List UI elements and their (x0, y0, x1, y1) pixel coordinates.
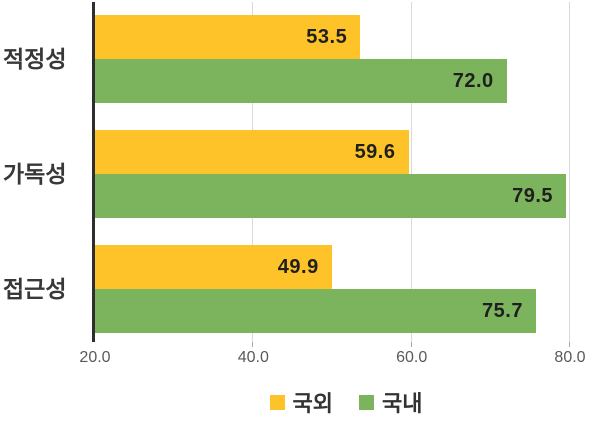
x-tick-mark (410, 342, 412, 347)
category-label: 가독성 (3, 161, 67, 187)
category-label: 접근성 (3, 276, 67, 302)
bar-series-0-category-2: 49.9 (95, 245, 332, 289)
bar-series-0-category-1: 59.6 (95, 130, 409, 174)
bar-series-1-category-0: 72.0 (95, 59, 507, 103)
bar-value-label: 49.9 (277, 255, 319, 278)
legend-label: 국외 (292, 391, 333, 416)
plot-area: 53.5 72.0 59.6 79.5 49.9 75.7 (92, 2, 570, 342)
x-tick-label: 80.0 (554, 349, 586, 366)
legend-item-0: 국외 (269, 386, 333, 418)
x-tick-mark (252, 342, 254, 347)
bar-series-1-category-1: 79.5 (95, 174, 567, 218)
bar-series-0-category-0: 53.5 (95, 15, 361, 59)
legend-label: 국내 (382, 391, 423, 416)
bar-value-label: 72.0 (452, 69, 494, 92)
category-label: 적정성 (3, 46, 67, 72)
bar-value-label: 75.7 (482, 299, 523, 322)
legend-item-1: 국내 (359, 386, 422, 418)
gridline (569, 2, 570, 342)
legend-swatch-icon (359, 394, 374, 410)
bar-value-label: 79.5 (512, 184, 554, 207)
x-tick-label: 20.0 (79, 349, 111, 366)
legend-swatch-icon (269, 394, 285, 410)
gridline (410, 2, 412, 342)
x-tick-label: 60.0 (396, 349, 428, 366)
x-tick-label: 40.0 (237, 349, 269, 366)
bar-series-1-category-2: 75.7 (95, 289, 536, 333)
x-tick-mark (569, 342, 570, 347)
bar-value-label: 53.5 (306, 25, 348, 48)
bar-value-label: 59.6 (354, 140, 396, 163)
legend: 국외 국내 (92, 386, 600, 418)
